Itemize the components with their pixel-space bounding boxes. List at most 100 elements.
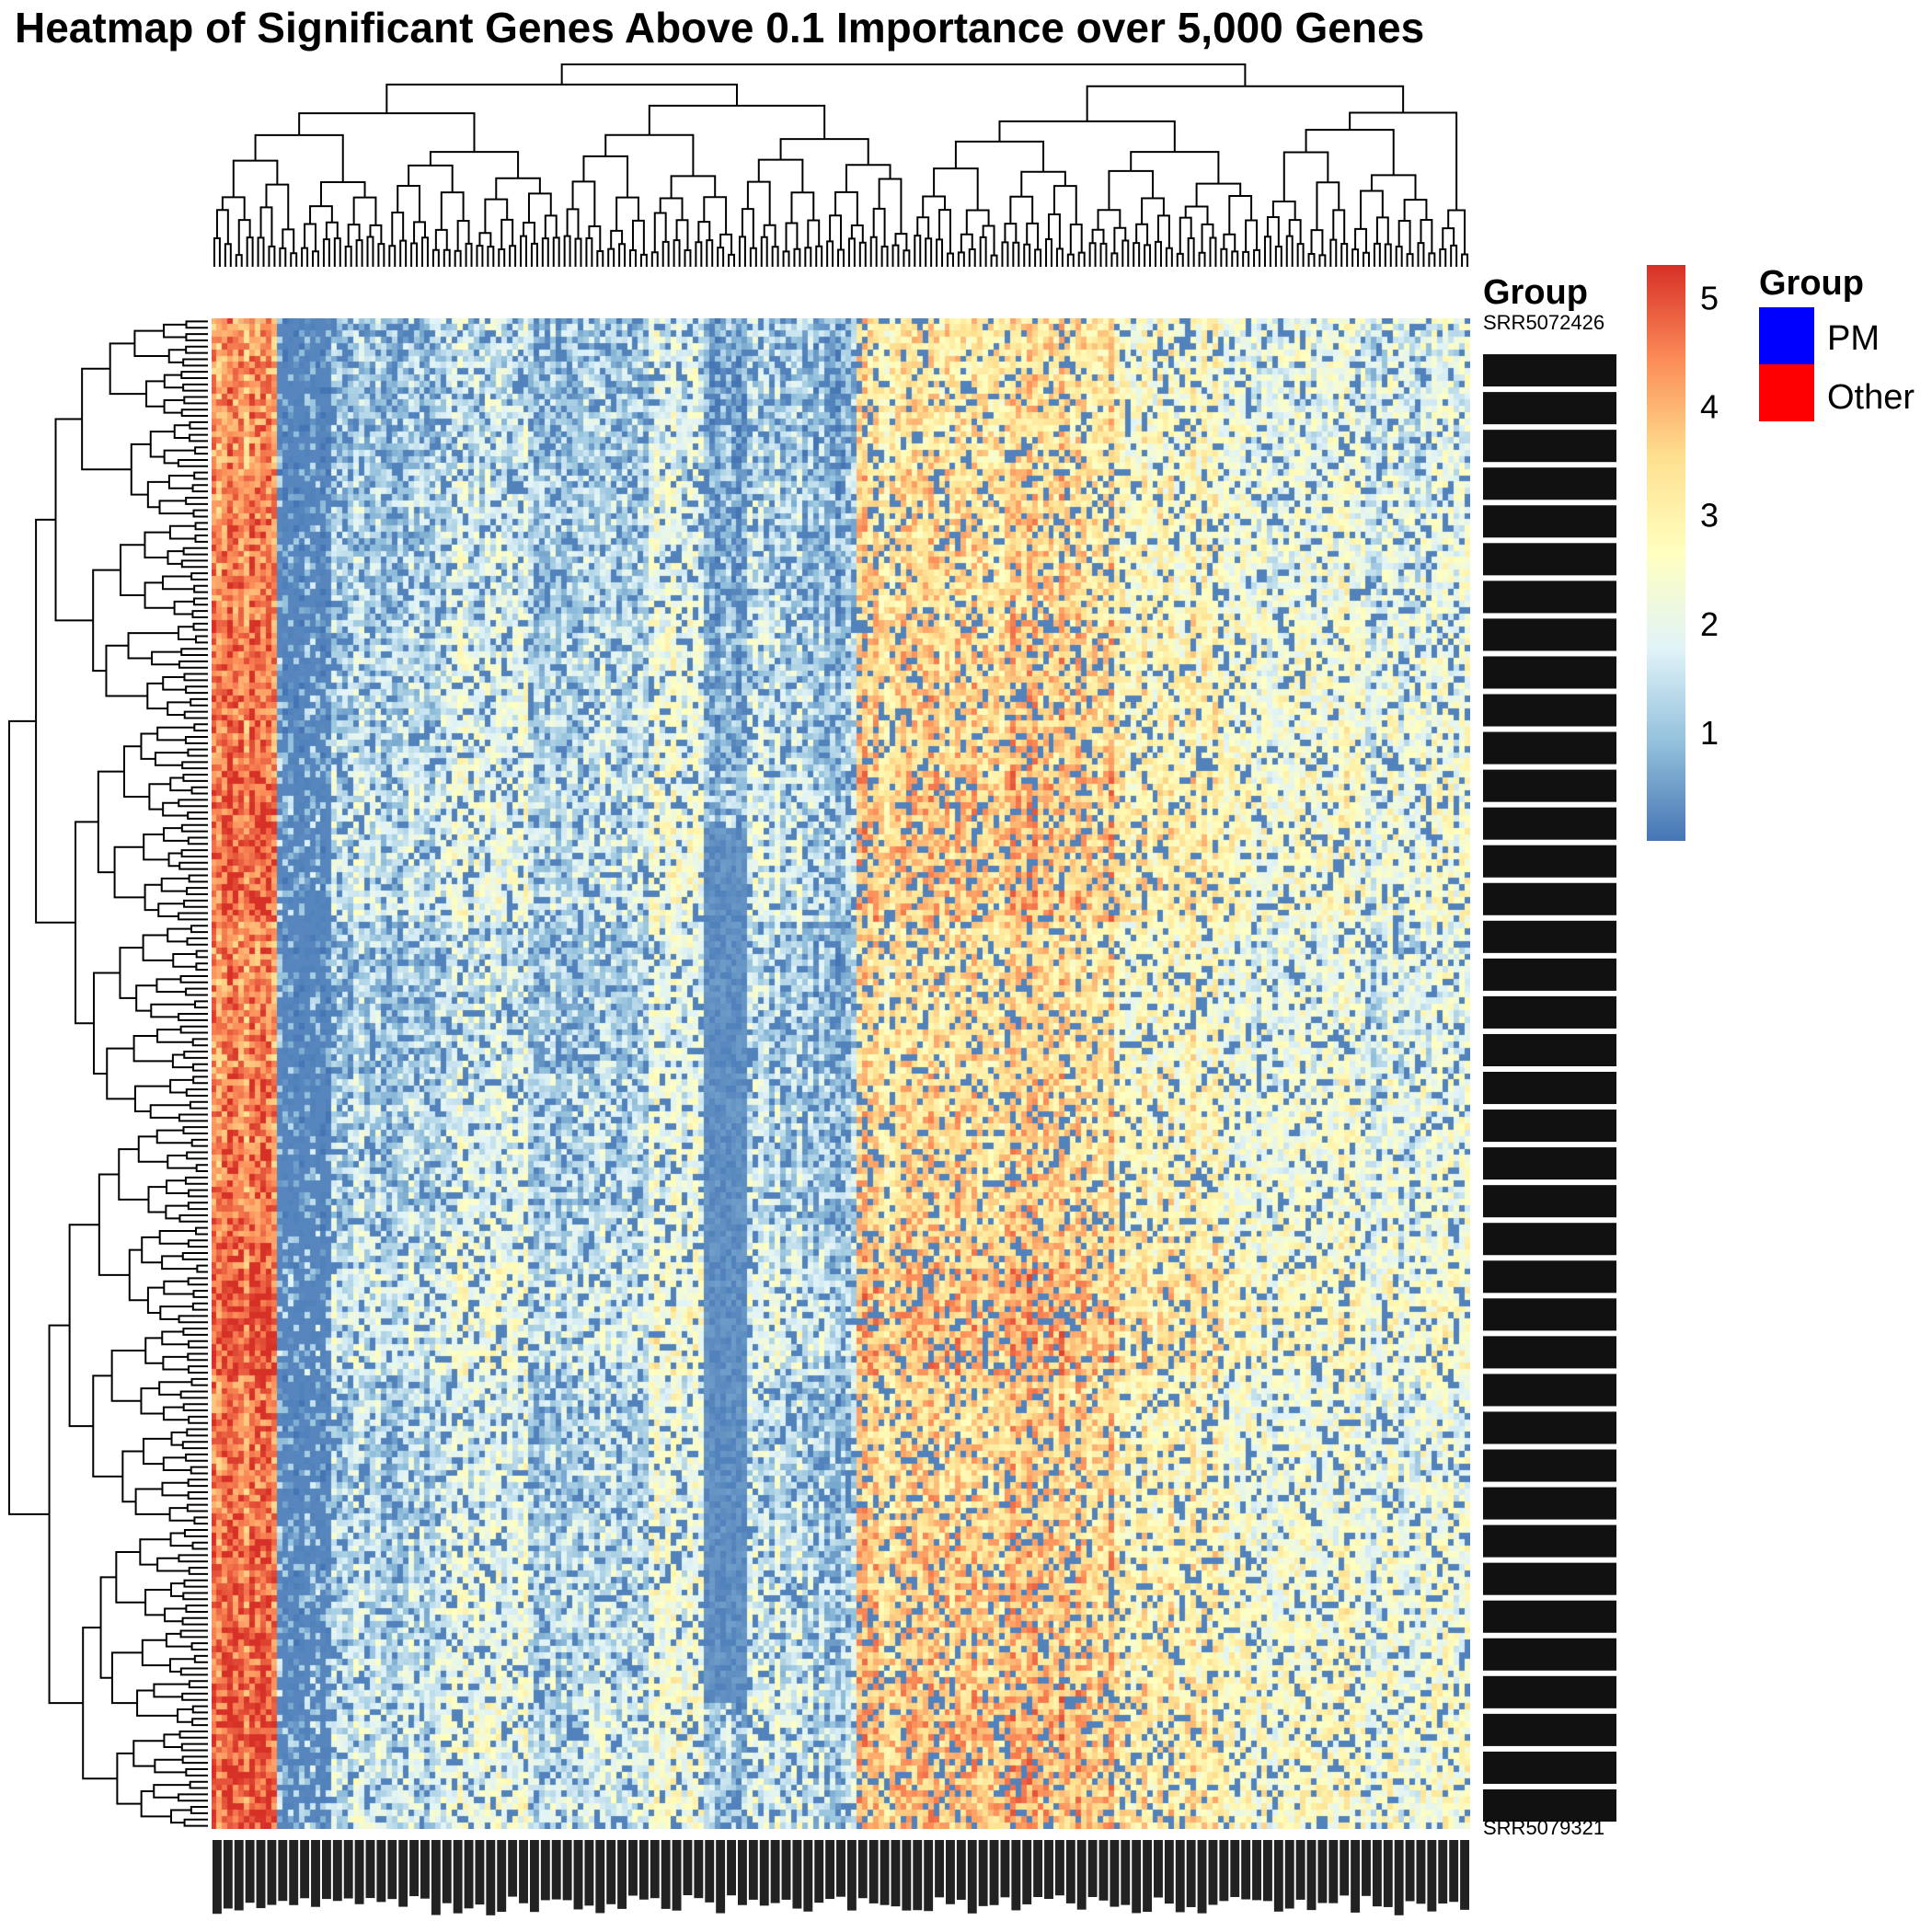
row-dendrogram-branch [180, 559, 208, 569]
column-dendrogram-branch [763, 224, 776, 247]
row-dendrogram-branch [144, 883, 162, 912]
row-dendrogram-branch [182, 1126, 208, 1134]
row-dendrogram-branch [178, 1213, 208, 1223]
column-dendrogram-branch [1397, 219, 1411, 255]
row-dendrogram-branch [169, 1532, 193, 1547]
column-dendrogram-branch [880, 245, 889, 267]
column-label-mark [628, 1840, 638, 1896]
row-label-mark [1483, 1147, 1616, 1180]
column-dendrogram-branch [954, 140, 1045, 172]
column-dendrogram-branch [1069, 224, 1083, 255]
column-dendrogram-branch [369, 224, 383, 245]
column-dendrogram-branch [301, 247, 309, 267]
column-dendrogram-branch [1318, 254, 1327, 267]
column-dendrogram-branch [925, 237, 933, 267]
row-dendrogram-branch [181, 761, 208, 770]
column-dendrogram-branch [850, 224, 864, 243]
row-dendrogram-branch [181, 1616, 208, 1626]
column-dendrogram-branch [957, 251, 965, 267]
column-dendrogram-branch [454, 249, 462, 267]
column-dendrogram-branch [847, 237, 856, 267]
row-dendrogram-branch [190, 925, 208, 934]
annotation-column-label: Group [1483, 273, 1588, 312]
column-dendrogram-branch [1184, 205, 1209, 224]
column-dendrogram-branch [673, 239, 681, 267]
row-dendrogram-branch [149, 1104, 190, 1119]
row-dendrogram-branch [153, 1683, 190, 1698]
column-dendrogram-branch [347, 224, 361, 247]
column-dendrogram-branch [1165, 247, 1173, 267]
column-label-mark [1394, 1840, 1404, 1915]
column-label-mark [1087, 1840, 1098, 1897]
column-label-mark [683, 1840, 693, 1896]
colorbar-tick-label: 5 [1700, 279, 1719, 316]
row-dendrogram-branch [191, 1038, 208, 1047]
column-label-mark [1405, 1840, 1415, 1902]
row-dendrogram-branch [147, 1186, 167, 1213]
row-dendrogram-branch [191, 610, 208, 618]
column-label-mark [519, 1840, 528, 1903]
column-label-mark [902, 1840, 912, 1911]
column-dendrogram-branch [1110, 252, 1119, 267]
column-label-mark [1121, 1840, 1131, 1905]
column-dendrogram-branch [254, 133, 344, 182]
column-dendrogram-branch [916, 216, 930, 239]
row-dendrogram-branch [162, 801, 189, 817]
column-label-mark [716, 1840, 726, 1914]
column-dendrogram-branch [998, 120, 1176, 153]
column-dendrogram-branch [872, 207, 886, 247]
column-dendrogram-branch [790, 191, 815, 224]
row-label-mark [1483, 1713, 1616, 1746]
column-label-mark [946, 1840, 955, 1904]
row-dendrogram-branch [143, 834, 169, 861]
row-label-mark [1483, 505, 1616, 538]
row-dendrogram-branch [189, 433, 208, 443]
row-label-mark [1483, 1487, 1616, 1520]
row-label-last: SRR5079321 [1483, 1816, 1604, 1839]
row-label-mark [1483, 392, 1616, 425]
row-dendrogram-branch [92, 569, 121, 673]
row-dendrogram-branch [188, 1567, 208, 1575]
column-dendrogram-branch [1091, 228, 1105, 244]
column-dendrogram-branch [1439, 248, 1447, 267]
column-dendrogram-branch [385, 83, 738, 114]
column-dendrogram-branch [495, 177, 541, 200]
column-dendrogram-branch [1012, 241, 1020, 267]
row-dendrogram-branch [186, 937, 208, 946]
row-dendrogram-branch [187, 811, 208, 820]
column-dendrogram-branch [1375, 216, 1389, 245]
row-dendrogram-branch [173, 600, 194, 615]
column-label-mark [857, 1840, 868, 1899]
row-dendrogram-branch [193, 1654, 208, 1663]
row-dendrogram-branch [189, 1100, 208, 1110]
column-dendrogram-branch [1045, 237, 1052, 267]
row-dendrogram-branch [146, 1286, 165, 1314]
row-dendrogram-branch [179, 1390, 208, 1399]
column-label-mark [1317, 1840, 1328, 1903]
row-dendrogram-branch [191, 484, 208, 493]
row-label-mark [1483, 1449, 1616, 1482]
column-label-mark [562, 1840, 572, 1901]
row-dendrogram-branch [162, 675, 187, 691]
column-label-mark [638, 1840, 649, 1900]
row-dendrogram-branch [187, 1239, 208, 1248]
column-label-mark [595, 1840, 605, 1914]
row-dendrogram-branch [182, 358, 208, 367]
column-dendrogram-branch [979, 236, 987, 267]
row-label-mark [1483, 995, 1616, 1029]
column-dendrogram-branch [541, 237, 549, 267]
row-dendrogram-branch [185, 987, 208, 996]
column-label-mark [1416, 1840, 1426, 1904]
column-label-mark [1460, 1840, 1469, 1910]
row-dendrogram-branch [97, 770, 125, 874]
row-dendrogram-branch [130, 443, 151, 496]
column-dendrogram-branch [282, 228, 295, 254]
column-dendrogram-branch [487, 246, 495, 267]
row-dendrogram-branch [190, 1642, 208, 1651]
row-dendrogram-branch [178, 1730, 208, 1739]
column-dendrogram-branch [903, 249, 911, 267]
column-label-mark [727, 1840, 736, 1896]
column-dendrogram-branch [834, 190, 858, 226]
column-dendrogram-branch [719, 233, 733, 255]
column-label-mark [661, 1840, 671, 1909]
